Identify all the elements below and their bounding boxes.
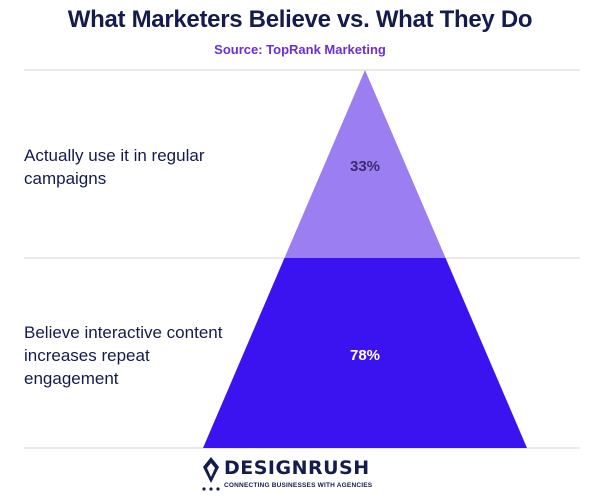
value-label-2: 78% (350, 347, 380, 364)
chart-title: What Marketers Believe vs. What They Do (67, 6, 533, 33)
brand-name: DESIGNRUSH (224, 457, 370, 479)
pyramid-segment-1 (284, 70, 446, 258)
designrush-logo: DESIGNRUSH CONNECTING BUSINESSES WITH AG… (201, 455, 372, 499)
value-label-1: 33% (350, 158, 380, 175)
category-label-use: Actually use it in regular campaigns (24, 146, 205, 188)
chart-source: Source: TopRank Marketing (214, 42, 386, 57)
brand-tagline: CONNECTING BUSINESSES WITH AGENCIES (224, 482, 373, 489)
pyramid-segment-2 (203, 258, 527, 448)
category-label-believe: Believe interactive content increases re… (24, 323, 223, 388)
designrush-mark-icon (202, 457, 220, 491)
